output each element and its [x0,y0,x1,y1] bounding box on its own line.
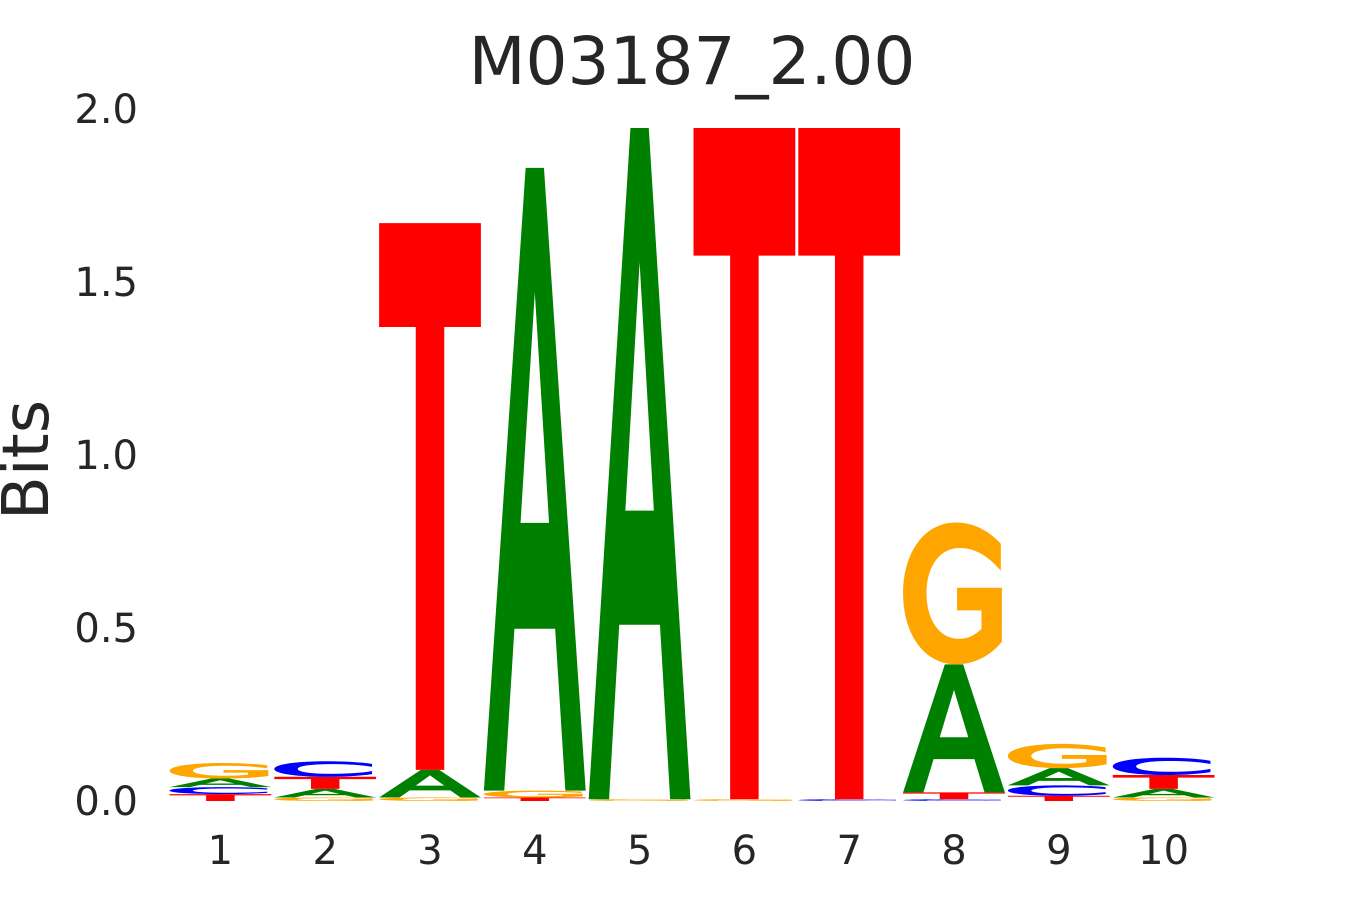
letter-t-glyph [169,794,272,801]
y-tick-label: 1.0 [74,433,138,479]
letter-g-glyph [483,790,583,798]
letter-c-glyph [274,761,373,777]
x-tick-label: 5 [627,828,652,874]
letter-t-glyph [1007,795,1110,801]
letter-a-glyph [483,167,586,791]
x-axis-ticks: 1 2 3 4 5 6 7 8 9 10 [208,828,1189,874]
x-tick-label: 8 [941,828,966,874]
letter-a-glyph [903,664,1005,793]
letter-t-glyph [693,128,796,800]
logo-column [588,128,691,801]
y-tick-label: 0.5 [74,606,138,652]
y-tick-label: 2.0 [74,87,138,133]
x-tick-label: 2 [312,828,337,874]
letter-t-glyph [903,792,1005,800]
x-tick-label: 4 [522,828,547,874]
logo-column [798,128,901,801]
letter-t-glyph [1112,775,1215,789]
logo-column [693,128,796,801]
letter-t-glyph [798,128,901,800]
letter-g-glyph [588,799,688,801]
letter-g-glyph [379,797,478,801]
y-tick-label: 1.5 [74,260,138,306]
letter-c-glyph [1112,757,1211,776]
letter-a-glyph [1112,788,1215,798]
letter-a-glyph [588,128,691,800]
y-axis-label: Bits [0,400,64,520]
logo-column [1007,743,1110,801]
logo-column [903,522,1005,801]
letter-c-glyph [798,799,897,801]
letter-c-glyph [1007,785,1106,796]
logo-column [169,762,272,801]
letter-g-glyph [903,522,1002,665]
y-axis-ticks: 0.0 0.5 1.0 1.5 2.0 [74,87,138,825]
x-tick-label: 1 [208,828,233,874]
x-tick-label: 9 [1046,828,1071,874]
letter-g-glyph [274,797,374,801]
letter-stacks [169,128,1215,801]
letter-c-glyph [169,787,268,795]
logo-column [483,167,586,801]
y-tick-label: 0.0 [74,779,138,825]
x-tick-label: 3 [417,828,442,874]
letter-t-glyph [483,797,586,801]
chart-title: M03187_2.00 [469,23,916,100]
logo-column [379,223,481,801]
letter-g-glyph [169,762,269,779]
letter-g-glyph [1112,797,1212,801]
logo-column [1112,757,1215,801]
letter-a-glyph [274,788,377,798]
letter-a-glyph [379,769,481,798]
letter-a-glyph [1007,768,1110,786]
logo-column [274,761,377,801]
x-tick-label: 6 [732,828,757,874]
x-tick-label: 7 [836,828,861,874]
letter-t-glyph [379,223,481,770]
letter-c-glyph [903,799,1001,801]
x-tick-label: 10 [1138,828,1189,874]
letter-g-glyph [693,799,793,801]
letter-t-glyph [274,776,377,789]
letter-a-glyph [169,778,272,788]
letter-g-glyph [1007,743,1107,769]
